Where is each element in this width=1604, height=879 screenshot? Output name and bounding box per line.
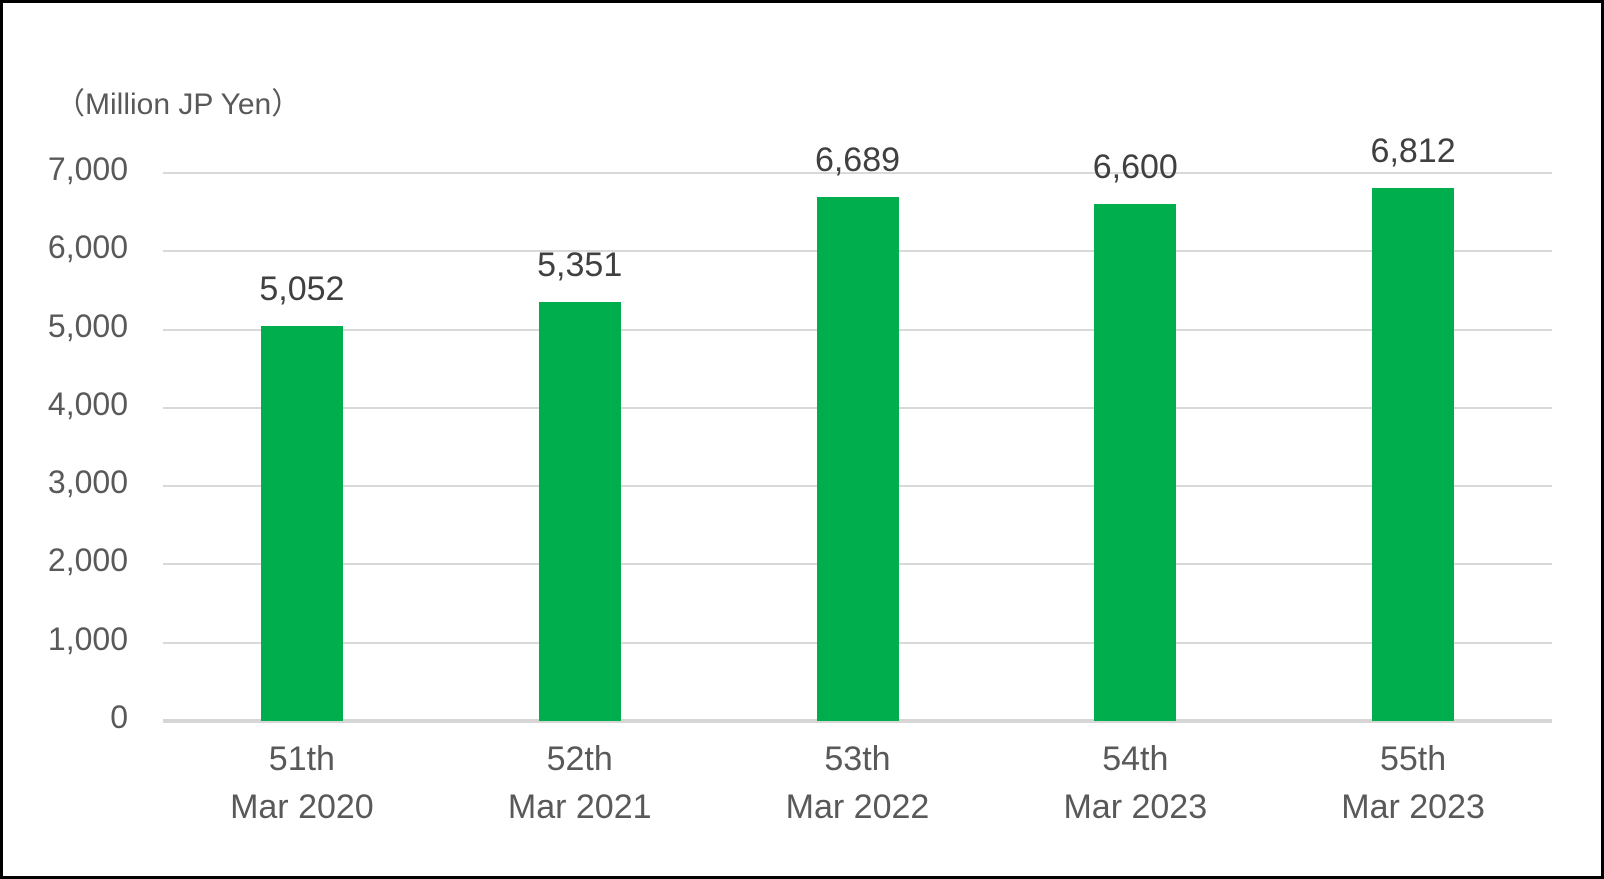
x-axis-category-label: 52th Mar 2021 <box>441 735 719 831</box>
bar <box>1094 204 1177 721</box>
x-category-line1: 54th <box>1102 740 1169 778</box>
y-axis-tick-label: 4,000 <box>47 385 128 422</box>
bar <box>538 302 621 721</box>
y-axis-tick-label: 3,000 <box>47 464 128 501</box>
y-axis-tick-label: 5,000 <box>47 307 128 344</box>
x-category-line2: Mar 2020 <box>230 788 374 826</box>
y-axis-tick-label: 6,000 <box>47 229 128 266</box>
x-axis-category-label: 55th Mar 2023 <box>1274 735 1552 831</box>
bar-value-label: 5,351 <box>537 246 623 285</box>
x-axis-baseline <box>163 719 1552 723</box>
x-category-line2: Mar 2023 <box>1063 788 1208 826</box>
x-category-line2: Mar 2021 <box>507 788 652 826</box>
y-axis-tick-label: 2,000 <box>47 542 128 579</box>
bar <box>1372 187 1455 721</box>
x-category-line1: 53th <box>824 740 891 778</box>
bar-value-label: 6,689 <box>814 141 901 180</box>
y-axis-tick-label: 1,000 <box>47 620 128 657</box>
y-axis-tick-label: 7,000 <box>47 151 128 187</box>
bar <box>260 325 343 721</box>
y-axis-tick-label: 0 <box>110 699 128 735</box>
bar <box>816 197 899 721</box>
bar-value-label: 5,052 <box>259 269 345 308</box>
x-axis-category-label: 53th Mar 2022 <box>719 735 997 831</box>
bar-value-label: 6,812 <box>1370 131 1456 170</box>
x-category-line1: 52th <box>546 740 613 778</box>
x-category-line1: 51th <box>268 740 335 778</box>
x-axis-category-label: 51th Mar 2020 <box>163 735 441 831</box>
x-axis-category-label: 54th Mar 2023 <box>996 735 1274 831</box>
axis-unit-label: （Million JP Yen） <box>55 88 302 121</box>
x-category-line2: Mar 2023 <box>1341 788 1485 826</box>
bar-value-label: 6,600 <box>1092 148 1178 187</box>
x-category-line2: Mar 2022 <box>785 788 930 826</box>
x-category-line1: 55th <box>1379 740 1447 778</box>
gridline <box>163 172 1552 174</box>
